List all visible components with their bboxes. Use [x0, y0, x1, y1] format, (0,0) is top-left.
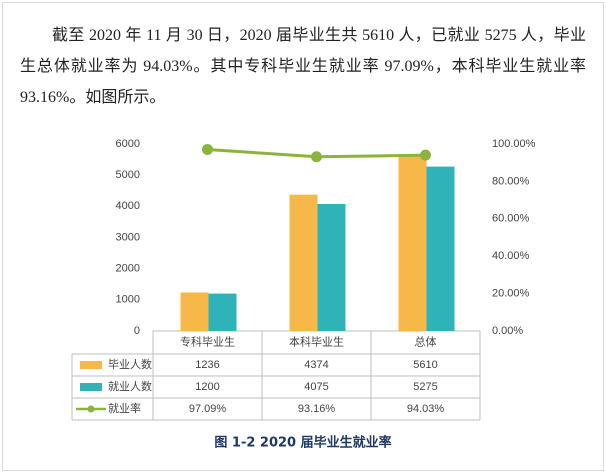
y-tick-label: 6000	[116, 138, 140, 150]
bar	[289, 194, 318, 331]
legend-label: 就业人数	[108, 379, 152, 393]
caption: 图 1-2 2020 届毕业生就业率	[214, 435, 391, 451]
y-tick-label: 1000	[116, 294, 140, 306]
rate-point	[202, 143, 213, 155]
rate-point	[311, 151, 322, 163]
bar	[426, 166, 455, 331]
table-cell: 4075	[304, 381, 328, 393]
y2-tick-label: 100.00%	[492, 138, 536, 150]
table-cell: 94.03%	[407, 403, 445, 415]
y2-tick-label: 60.00%	[492, 213, 530, 225]
category-label: 总体	[415, 334, 437, 348]
legend-label: 毕业人数	[108, 358, 152, 371]
y-tick-label: 3000	[116, 231, 140, 243]
legend-marker	[80, 383, 102, 391]
bar	[208, 293, 237, 331]
category-label: 专科毕业生	[180, 334, 235, 348]
table-cell: 93.16%	[298, 403, 336, 415]
table-cell: 1200	[195, 381, 219, 393]
bar	[180, 292, 209, 331]
y2-tick-label: 40.00%	[492, 250, 530, 262]
table-cell: 4374	[304, 359, 328, 371]
paragraph: 截至 2020 年 11 月 30 日，2020 届毕业生共 5610 人，已就…	[20, 27, 586, 106]
legend-label: 就业率	[108, 401, 141, 415]
legend-marker	[80, 361, 102, 369]
y2-tick-label: 80.00%	[492, 175, 530, 187]
bar	[317, 203, 346, 331]
y-tick-label: 4000	[116, 200, 140, 212]
y-tick-label: 0	[134, 325, 140, 337]
y-tick-label: 2000	[116, 263, 140, 275]
table-cell: 5275	[413, 381, 437, 393]
bar	[398, 156, 427, 331]
rate-point	[420, 149, 431, 161]
table-cell: 97.09%	[189, 403, 227, 415]
category-label: 本科毕业生	[289, 334, 344, 348]
y-tick-label: 5000	[116, 169, 140, 181]
y2-tick-label: 20.00%	[492, 288, 530, 300]
legend-marker	[87, 405, 95, 413]
table-cell: 1236	[195, 359, 219, 371]
table-cell: 5610	[413, 359, 437, 371]
y2-tick-label: 0.00%	[492, 325, 523, 337]
